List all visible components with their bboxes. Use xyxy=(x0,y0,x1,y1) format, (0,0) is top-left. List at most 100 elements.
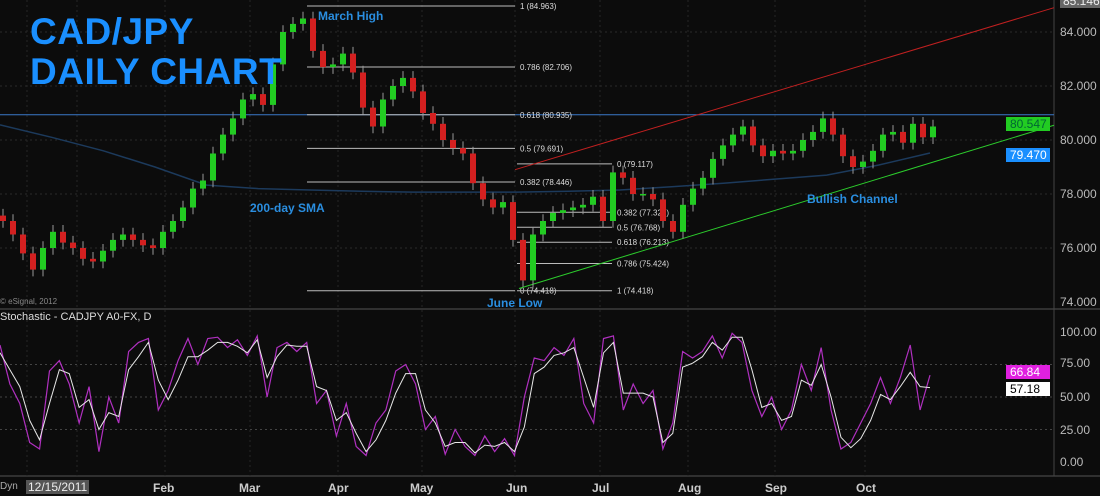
candle-body xyxy=(800,140,806,151)
candle xyxy=(900,125,906,150)
candle-body xyxy=(460,148,466,154)
candle-body xyxy=(480,183,486,200)
stoch-tick: 0.00 xyxy=(1060,455,1084,469)
candle xyxy=(520,233,526,288)
candle xyxy=(140,233,146,253)
candle xyxy=(190,181,196,215)
candle-body xyxy=(110,239,116,251)
candle-body xyxy=(350,53,356,73)
candle xyxy=(870,144,876,169)
candle-body xyxy=(710,158,716,178)
candle-body xyxy=(840,134,846,157)
candle-body xyxy=(500,202,506,208)
candle xyxy=(380,92,386,134)
candle xyxy=(10,214,16,242)
candle-body xyxy=(390,86,396,100)
candle xyxy=(840,127,846,163)
candle xyxy=(70,235,76,255)
candle-body xyxy=(860,161,866,167)
fib-level-label: 0.382 (78.446) xyxy=(520,178,572,187)
candle-body xyxy=(440,123,446,140)
candle xyxy=(780,144,786,161)
candle-body xyxy=(310,18,316,51)
fib-level-label: 0.5 (76.768) xyxy=(617,223,660,232)
candle xyxy=(510,195,516,247)
stoch-k-tag: 66.84 xyxy=(1006,365,1050,379)
candle xyxy=(430,106,436,131)
candle-body xyxy=(510,202,516,240)
candle-body xyxy=(20,234,26,254)
candle xyxy=(450,133,456,155)
candle-body xyxy=(910,123,916,143)
candle xyxy=(720,138,726,166)
candle xyxy=(660,192,666,228)
candle xyxy=(180,200,186,228)
candle xyxy=(480,176,486,207)
candle xyxy=(860,154,866,174)
stoch-tick: 75.00 xyxy=(1060,356,1091,370)
candle xyxy=(370,100,376,134)
candle xyxy=(770,144,776,163)
candle-body xyxy=(580,204,586,208)
candle-body xyxy=(230,118,236,135)
candle xyxy=(920,117,926,145)
candle xyxy=(0,208,6,228)
candle xyxy=(360,65,366,115)
candle xyxy=(170,214,176,239)
candle xyxy=(300,11,306,31)
candle-body xyxy=(700,177,706,189)
candle-body xyxy=(600,196,606,221)
candle xyxy=(160,225,166,255)
fib-level-label: 1 (74.418) xyxy=(617,287,654,296)
last-price-tag: 80.547 xyxy=(1006,117,1050,131)
candle xyxy=(40,241,46,277)
candle xyxy=(490,192,496,215)
candle xyxy=(760,138,766,163)
candle-body xyxy=(200,180,206,189)
candle xyxy=(630,171,636,201)
month-label: May xyxy=(410,481,434,495)
candle xyxy=(750,119,756,153)
candle xyxy=(250,87,256,107)
candle-body xyxy=(820,118,826,132)
candle xyxy=(710,152,716,185)
candle-body xyxy=(280,32,286,65)
candle-body xyxy=(610,172,616,221)
stoch-k-line xyxy=(0,332,931,458)
annotation-200-day-sma: 200-day SMA xyxy=(250,201,325,215)
fib-level-label: 0.5 (79.691) xyxy=(520,144,563,153)
price-tick: 78.000 xyxy=(1060,187,1097,201)
candle-body xyxy=(570,207,576,211)
candle-body xyxy=(850,156,856,167)
chart-title-line2: DAILY CHART xyxy=(30,51,283,92)
candle-body xyxy=(880,134,886,151)
candle xyxy=(670,214,676,239)
date-cursor-label: 12/15/2011 xyxy=(26,480,90,494)
candle xyxy=(150,238,156,255)
stoch-tick: 50.00 xyxy=(1060,390,1091,404)
sma-value-tag: 79.470 xyxy=(1006,148,1050,162)
candle-body xyxy=(270,64,276,105)
candle xyxy=(470,146,476,190)
candle xyxy=(440,117,446,147)
candle-body xyxy=(300,18,306,24)
fib-level-label: 1 (84.963) xyxy=(520,2,557,11)
month-label: Aug xyxy=(678,481,702,495)
candle xyxy=(740,119,746,142)
sma-200-line xyxy=(0,124,931,193)
fib-level-label: 0.786 (75.424) xyxy=(617,260,669,269)
candle xyxy=(700,171,706,196)
candle xyxy=(310,11,316,58)
candle-body xyxy=(830,118,836,135)
candle-body xyxy=(210,153,216,181)
candle xyxy=(60,225,66,250)
candle xyxy=(120,227,126,247)
candle-body xyxy=(890,131,896,135)
candle-body xyxy=(450,140,456,149)
candle xyxy=(640,187,646,201)
month-label: Sep xyxy=(765,481,788,495)
candle xyxy=(800,133,806,158)
candle xyxy=(110,233,116,258)
candle-body xyxy=(920,123,926,138)
candle-body xyxy=(380,99,386,127)
